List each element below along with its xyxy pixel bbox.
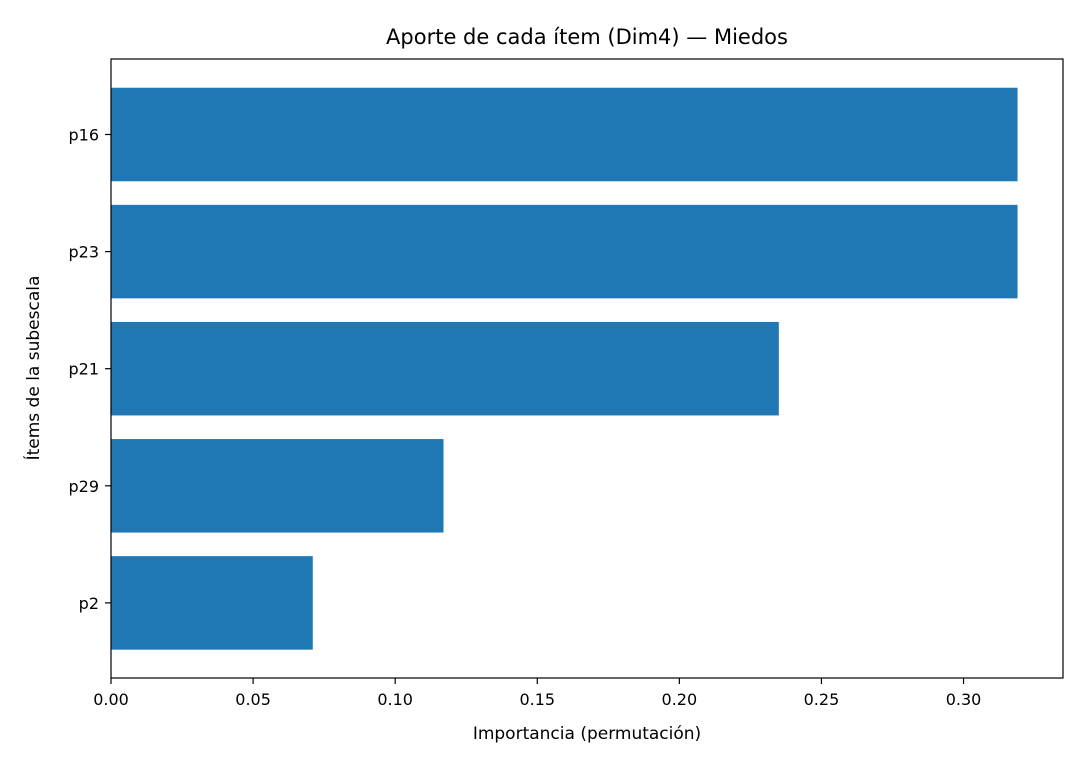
bar-p29 [111, 439, 444, 533]
x-tick-label: 0.00 [93, 690, 129, 709]
x-tick-label: 0.30 [946, 690, 982, 709]
y-axis-label: Ítems de la subescala [22, 276, 44, 461]
x-tick-label: 0.15 [519, 690, 555, 709]
x-tick-label: 0.10 [377, 690, 413, 709]
x-axis-ticks: 0.00 0.05 0.10 0.15 0.20 0.25 0.30 [93, 678, 981, 709]
y-tick-label: p16 [68, 126, 99, 145]
y-axis-ticks: p16 p23 p21 p29 p2 [68, 126, 111, 613]
x-tick-label: 0.20 [662, 690, 698, 709]
y-tick-label: p29 [68, 477, 99, 496]
x-axis-label: Importancia (permutación) [473, 724, 701, 744]
chart-title: Aporte de cada ítem (Dim4) — Miedos [386, 25, 788, 49]
bar-p2 [111, 556, 313, 650]
y-tick-label: p21 [68, 360, 99, 379]
bar-p16 [111, 87, 1018, 182]
bars-layer [111, 87, 1018, 650]
x-tick-label: 0.25 [804, 690, 840, 709]
bar-p23 [111, 204, 1018, 299]
x-tick-label: 0.05 [235, 690, 271, 709]
bar-p21 [111, 321, 779, 416]
y-tick-label: p23 [68, 243, 99, 262]
y-tick-label: p2 [79, 594, 99, 613]
